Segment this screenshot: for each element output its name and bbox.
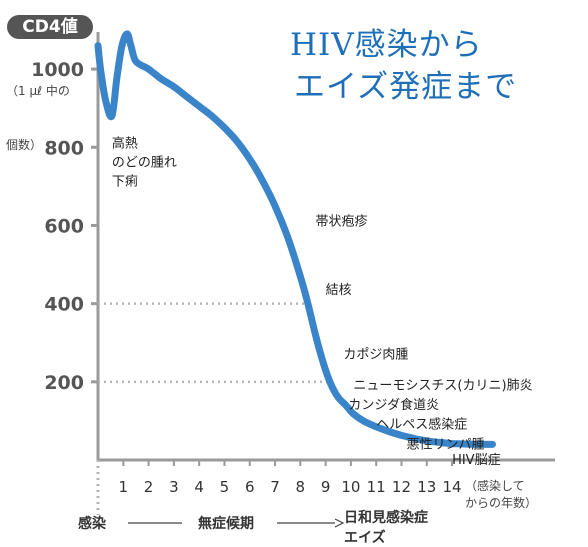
x-tick-label: 12 [392,478,411,496]
annotation-text: 結核 [326,283,352,298]
y-tick-label: 1000 [31,59,84,81]
y-tick-label: 200 [44,372,84,394]
phase-end-label: エイズ [344,529,386,546]
annotation-text: 下痢 [112,173,138,189]
x-tick-label: 13 [417,478,436,496]
x-axis-unit-line: からの年数） [465,495,537,510]
y-unit-line-1: （1 μℓ 中の [6,84,70,98]
annotation-text: ヘルペス感染症 [376,417,467,433]
y-axis-unit: （1 μℓ 中の 個数） [6,46,70,172]
x-tick-label: 5 [220,478,230,496]
x-tick-label: 6 [245,478,255,496]
chart-title-line-1: HIV感染から [290,27,483,63]
x-tick-label: 1 [119,478,129,496]
x-tick-label: 8 [296,478,306,496]
x-tick-label: 10 [341,478,360,496]
annotation-text: ニューモシスチス(カリニ)肺炎 [353,379,532,394]
y-tick-label: 600 [44,215,84,237]
x-axis-unit-line: （感染して [465,478,525,493]
chart-title-line-2: エイズ発症まで [294,69,518,105]
x-tick-label: 14 [443,478,462,496]
annotation-text: 帯状疱疹 [315,213,367,229]
y-tick-label: 400 [44,294,84,316]
phase-end-label: 日和見感染症 [344,509,428,526]
x-tick-label: 2 [144,478,154,496]
annotation-text: 高熱 [112,135,138,151]
annotation-text: HIV脳症 [452,453,501,468]
phase-start-label: 感染 [78,515,107,532]
annotation-text: カンジダ食道炎 [348,397,439,413]
y-tick-label: 800 [44,137,84,159]
x-tick-label: 3 [169,478,179,496]
x-tick-label: 7 [270,478,280,496]
x-tick-label: 11 [367,478,386,496]
y-axis-badge: CD4値 [7,15,93,39]
annotation-text: カポジ肉腫 [343,346,408,362]
annotation-text: のどの腫れ [112,154,177,170]
x-tick-label: 4 [194,478,204,496]
x-tick-label: 9 [321,478,331,496]
phase-middle-label: 無症候期 [198,515,254,532]
cd4-curve [94,30,496,448]
chart-title: HIV感染から エイズ発症まで [290,24,517,108]
phase-arrow-head [334,518,345,528]
annotation-text: 悪性リンパ腫 [407,436,485,452]
y-unit-line-2: 個数） [6,138,43,152]
